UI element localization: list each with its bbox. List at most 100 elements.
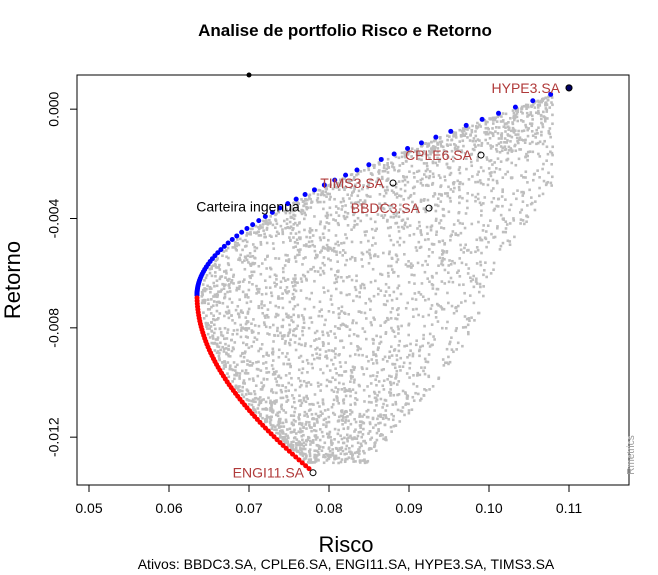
random-portfolio-point [463, 291, 466, 295]
random-portfolio-point [340, 180, 344, 184]
random-portfolio-point [244, 372, 248, 375]
random-portfolio-point [494, 130, 497, 133]
random-portfolio-point [537, 100, 540, 104]
random-portfolio-point [292, 329, 295, 333]
random-portfolio-point [225, 249, 228, 252]
random-portfolio-point [351, 319, 355, 322]
random-portfolio-point [533, 208, 537, 212]
random-portfolio-point [419, 229, 423, 232]
random-portfolio-point [453, 146, 457, 150]
inefficient-frontier-point [286, 448, 292, 454]
random-portfolio-point [328, 369, 332, 372]
random-portfolio-point [423, 270, 427, 274]
random-portfolio-point [275, 312, 278, 316]
random-portfolio-point [250, 364, 254, 367]
random-portfolio-point [231, 368, 235, 372]
random-portfolio-point [294, 448, 298, 452]
random-portfolio-point [436, 141, 439, 145]
random-portfolio-point [251, 254, 255, 258]
random-portfolio-point [338, 251, 342, 254]
y-axis: 0.000-0.004-0.008-0.012 [46, 91, 78, 457]
random-portfolio-point [426, 277, 429, 280]
random-portfolio-point [397, 156, 401, 160]
random-portfolio-point [371, 337, 375, 341]
random-portfolio-point [382, 367, 385, 371]
random-portfolio-point [441, 249, 444, 252]
random-portfolio-point [322, 236, 326, 240]
random-portfolio-point [447, 301, 450, 305]
random-portfolio-point [318, 438, 322, 442]
random-portfolio-point [349, 413, 352, 416]
random-portfolio-point [397, 327, 400, 331]
random-portfolio-point [416, 261, 420, 265]
random-portfolio-point [338, 178, 342, 182]
random-portfolio-point [341, 197, 345, 200]
random-portfolio-point [321, 190, 325, 193]
random-portfolio-point [406, 217, 409, 221]
random-portfolio-point [407, 322, 411, 326]
random-portfolio-point [201, 293, 204, 297]
random-portfolio-point [292, 222, 296, 226]
random-portfolio-point [363, 199, 367, 203]
random-portfolio-point [367, 183, 370, 186]
random-portfolio-point [538, 194, 541, 198]
random-portfolio-point [215, 258, 219, 262]
random-portfolio-point [499, 213, 503, 217]
random-portfolio-point [242, 278, 246, 281]
random-portfolio-point [233, 321, 237, 325]
random-portfolio-point [406, 152, 410, 155]
random-portfolio-point [355, 334, 359, 338]
random-portfolio-point [277, 355, 281, 359]
random-portfolio-point [339, 414, 343, 418]
random-portfolio-point [354, 288, 358, 292]
random-portfolio-point [321, 371, 325, 375]
random-portfolio-point [307, 194, 311, 198]
random-portfolio-point [339, 200, 343, 204]
random-portfolio-point [253, 249, 257, 253]
asset-point [309, 469, 317, 477]
random-portfolio-point [448, 166, 451, 170]
random-portfolio-point [426, 168, 429, 171]
random-portfolio-point [265, 226, 269, 230]
random-portfolio-point [456, 304, 460, 308]
random-portfolio-point [287, 381, 291, 385]
random-portfolio-point [257, 349, 260, 353]
random-portfolio-point [419, 181, 423, 185]
random-portfolio-point [516, 110, 520, 114]
random-portfolio-point [284, 289, 287, 292]
random-portfolio-point [399, 369, 402, 372]
random-portfolio-point [252, 340, 256, 344]
random-portfolio-point [449, 234, 452, 238]
random-portfolio-point [389, 388, 392, 391]
random-portfolio-point [322, 453, 326, 457]
random-portfolio-point [213, 284, 216, 288]
random-portfolio-point [369, 217, 373, 221]
random-portfolio-point [411, 297, 414, 301]
random-portfolio-point [550, 96, 554, 99]
random-portfolio-point [302, 379, 306, 383]
random-portfolio-point [439, 176, 442, 180]
random-portfolio-point [328, 192, 332, 196]
random-portfolio-point [550, 151, 554, 155]
random-portfolio-point [458, 221, 462, 225]
random-portfolio-point [443, 192, 447, 195]
random-portfolio-point [375, 398, 379, 402]
random-portfolio-point [317, 444, 321, 448]
random-portfolio-point [263, 323, 267, 327]
random-portfolio-point [515, 112, 519, 115]
random-portfolio-point [316, 270, 320, 273]
random-portfolio-point [287, 316, 290, 319]
random-portfolio-point [374, 400, 378, 403]
random-portfolio-point [372, 342, 375, 345]
random-portfolio-point [265, 367, 268, 370]
random-portfolio-point [275, 282, 279, 286]
random-portfolio-point [446, 138, 449, 142]
random-portfolio-point [398, 243, 401, 247]
random-portfolio-point [215, 284, 219, 288]
random-portfolio-point [318, 353, 322, 357]
random-portfolio-point [222, 250, 226, 253]
random-portfolio-point [319, 383, 323, 386]
random-portfolio-point [253, 231, 256, 234]
random-portfolio-point [227, 375, 231, 379]
random-portfolio-point [302, 318, 306, 321]
